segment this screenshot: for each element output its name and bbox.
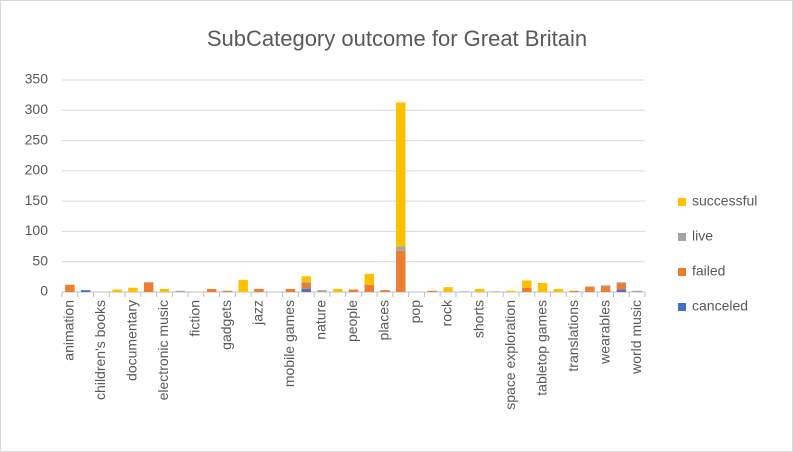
x-tick-label: children's books	[92, 300, 108, 400]
x-tick-label: wearables	[596, 300, 612, 365]
legend-label: live	[692, 228, 713, 244]
y-tick-label: 300	[25, 101, 49, 117]
bar-segment	[632, 290, 642, 292]
bar-segment	[474, 288, 485, 292]
bar-segment	[600, 285, 611, 287]
bar-segment	[285, 288, 296, 292]
bar-segment	[396, 250, 406, 292]
bar-segment	[301, 276, 311, 282]
bar-segment	[537, 282, 548, 292]
bar-segment	[600, 286, 611, 292]
chart-title: SubCategory outcome for Great Britain	[207, 26, 587, 51]
bar-segment	[238, 279, 248, 292]
bar-segment	[616, 283, 627, 290]
bar-segment	[506, 290, 516, 292]
bar-segment	[301, 282, 311, 289]
y-tick-label: 200	[25, 162, 49, 178]
x-tick-label: gadgets	[218, 300, 234, 350]
x-tick-label: mobile games	[281, 300, 297, 387]
bar-segment	[364, 273, 374, 285]
legend-swatch	[678, 268, 686, 276]
y-tick-label: 350	[25, 71, 49, 87]
y-tick-label: 150	[25, 192, 49, 208]
legend-label: failed	[692, 263, 725, 279]
bar-segment	[459, 291, 469, 292]
bar-segment	[301, 281, 311, 283]
legend-swatch	[678, 198, 686, 206]
bar-segment	[364, 284, 374, 292]
x-tick-label: space exploration	[502, 300, 518, 410]
x-tick-label: fiction	[187, 300, 203, 337]
bar-segment	[443, 287, 453, 292]
bar-segment	[427, 290, 438, 292]
x-tick-label: pop	[407, 300, 423, 324]
bar-segment	[254, 288, 264, 292]
legend-label: canceled	[692, 298, 748, 314]
y-tick-label: 100	[25, 222, 49, 238]
y-tick-label: 50	[32, 252, 48, 268]
x-tick-label: electronic music	[155, 300, 171, 400]
legend-swatch	[678, 303, 686, 311]
bar-segment	[301, 288, 311, 292]
legend-label: successful	[692, 193, 757, 209]
bar-segment	[490, 291, 501, 292]
bar-segment	[585, 286, 595, 292]
bar-segment	[522, 287, 532, 292]
x-tick-label: jazz	[250, 300, 266, 326]
x-tick-label: translations	[565, 300, 581, 372]
bar-segment	[522, 280, 532, 288]
x-tick-label: animation	[61, 300, 77, 361]
x-tick-label: shorts	[470, 300, 486, 338]
x-tick-label: tabletop games	[533, 300, 549, 396]
bar-segment	[317, 290, 327, 292]
bar-segment	[553, 288, 564, 292]
x-tick-label: world music	[628, 300, 644, 375]
bar-segment	[143, 282, 154, 292]
y-tick-label: 250	[25, 131, 49, 147]
x-tick-label: people	[344, 300, 360, 342]
bar-segment	[380, 290, 390, 292]
bar-segment	[128, 287, 138, 292]
x-tick-label: documentary	[124, 300, 140, 381]
x-tick-label: rock	[439, 299, 455, 326]
bar-segment	[348, 289, 359, 292]
bar-segment	[396, 102, 406, 247]
y-tick-label: 0	[40, 283, 48, 299]
bar-segment	[396, 246, 406, 251]
bar-segment	[333, 288, 343, 292]
x-tick-label: nature	[313, 300, 329, 340]
bar-segment	[616, 282, 627, 284]
x-tick-label: places	[376, 300, 392, 340]
bar-segment	[80, 290, 91, 292]
bar-segment	[206, 288, 217, 292]
bar-segment	[112, 289, 122, 292]
bar-segment	[159, 288, 170, 292]
bar-segment	[222, 290, 233, 292]
bar-segment	[175, 290, 185, 292]
legend-swatch	[678, 233, 686, 241]
bar-segment	[65, 284, 75, 292]
bar-segment	[569, 290, 579, 292]
bar-segment	[616, 289, 627, 292]
